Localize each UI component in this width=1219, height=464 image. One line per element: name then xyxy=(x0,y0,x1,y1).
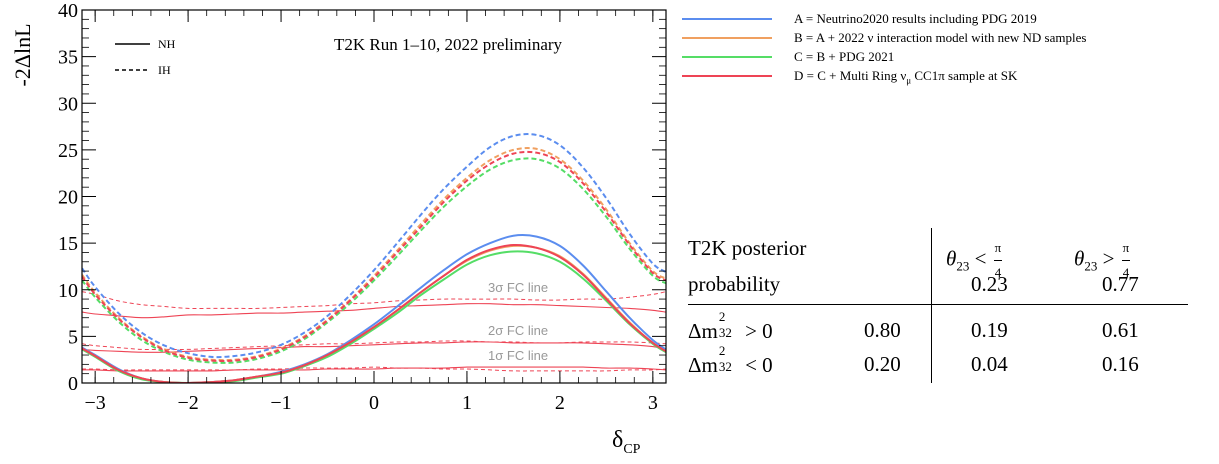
legend-label-c: C = B + PDG 2021 xyxy=(794,49,895,64)
col2-total: 0.77 xyxy=(1102,272,1139,296)
row2-dm: Δm xyxy=(688,353,718,377)
row1-col2: 0.61 xyxy=(1102,318,1139,342)
series-line-1-nh xyxy=(82,234,666,383)
legend-swatch-b xyxy=(682,37,772,39)
fc-line-nh xyxy=(82,366,666,372)
row2-op: < 0 xyxy=(739,353,773,377)
y-tick-label: 15 xyxy=(58,233,78,255)
x-axis-label: δCP xyxy=(612,427,641,457)
table-header-rule xyxy=(688,304,1188,305)
y-tick-label: 35 xyxy=(58,47,78,69)
col1-op: < xyxy=(969,246,992,271)
col1-frac-num: π xyxy=(993,236,1003,261)
col1-theta-sub: 23 xyxy=(956,258,970,274)
row1-dm: Δm xyxy=(688,319,718,343)
legend-entry-a: A = Neutrino2020 results including PDG 2… xyxy=(676,10,1216,29)
x-tick-label: 1 xyxy=(462,392,472,414)
series-line-4-nh xyxy=(82,243,666,383)
row2-total: 0.20 xyxy=(864,352,901,376)
legend-swatch-c xyxy=(682,56,772,58)
row2-col2: 0.16 xyxy=(1102,352,1139,376)
row2-indices: 2 32 xyxy=(718,344,740,374)
legend-swatch-a xyxy=(682,18,772,20)
y-tick-label: 5 xyxy=(68,326,78,348)
x-axis-label-sub: CP xyxy=(623,442,640,457)
series-line-5-ih xyxy=(82,133,666,359)
fc-line-nh xyxy=(82,303,666,319)
row1-label: Δm 2 32 > 0 xyxy=(688,310,773,344)
series-line-2-nh xyxy=(82,244,666,383)
col2-op: > xyxy=(1097,246,1120,271)
row2-sub: 32 xyxy=(718,359,732,374)
col2-theta: θ xyxy=(1074,246,1085,271)
x-tick-label: 3 xyxy=(648,392,658,414)
x-tick-label: −3 xyxy=(85,392,106,414)
legend-label-d-main: D = C + Multi Ring ν xyxy=(794,68,907,83)
fc-line-ih xyxy=(82,291,666,310)
fc-line-label: 1σ FC line xyxy=(488,348,548,363)
legend-label-d-rest: CC1π sample at SK xyxy=(911,68,1018,83)
legend-entry-c: C = B + PDG 2021 xyxy=(676,48,1216,67)
col1-total: 0.23 xyxy=(971,272,1008,296)
y-tick-label: 20 xyxy=(58,187,78,209)
legend-label-d: D = C + Multi Ring νμ CC1π sample at SK xyxy=(794,67,1017,90)
x-tick-label: 2 xyxy=(555,392,565,414)
y-tick-label: 25 xyxy=(58,140,78,162)
fc-line-1: 3σ FC line xyxy=(82,280,666,319)
legend-label-b: B = A + 2022 ν interaction model with ne… xyxy=(794,30,1087,45)
fc-line-label: 3σ FC line xyxy=(488,280,548,295)
legend-label-a: A = Neutrino2020 results including PDG 2… xyxy=(794,11,1037,26)
y-tick-label: 0 xyxy=(68,373,78,395)
series-line-6-ih xyxy=(82,147,666,362)
x-axis-label-main: δ xyxy=(612,427,623,453)
legend-label-d-sub: μ xyxy=(906,75,912,86)
legend-entry-b: B = A + 2022 ν interaction model with ne… xyxy=(676,29,1216,48)
fc-line-nh xyxy=(82,341,666,353)
ih-style-label: IH xyxy=(158,63,171,77)
x-tick-label: −2 xyxy=(177,392,198,414)
series-line-8-ih xyxy=(82,150,666,363)
col2-frac-num: π xyxy=(1121,236,1131,261)
row1-sub: 32 xyxy=(718,325,732,340)
fc-line-label: 2σ FC line xyxy=(488,323,548,338)
row1-sup: 2 xyxy=(718,309,726,324)
x-tick-label: −1 xyxy=(270,392,291,414)
row2-col1: 0.04 xyxy=(971,352,1008,376)
legend-entry-d: D = C + Multi Ring νμ CC1π sample at SK xyxy=(676,67,1216,86)
nh-style-label: NH xyxy=(158,37,176,51)
series-legend: A = Neutrino2020 results including PDG 2… xyxy=(676,10,1216,86)
table-header-line1: T2K posterior xyxy=(688,236,807,260)
y-axis-label: -2ΔlnL xyxy=(10,23,35,86)
y-tick-label: 40 xyxy=(58,0,78,22)
chart-title: T2K Run 1–10, 2022 preliminary xyxy=(334,35,563,54)
row1-indices: 2 32 xyxy=(718,310,740,340)
row1-col1: 0.19 xyxy=(971,318,1008,342)
col1-frac-den: 4 xyxy=(994,265,1002,280)
col2-theta-sub: 23 xyxy=(1084,258,1098,274)
row1-op: > 0 xyxy=(739,319,773,343)
x-tick-label: 0 xyxy=(369,392,379,414)
style-legend: NH IH xyxy=(115,37,176,77)
col2-frac-den: 4 xyxy=(1122,265,1130,280)
col1-theta: θ xyxy=(946,246,957,271)
y-tick-label: 10 xyxy=(58,280,78,302)
fc-line-3: 1σ FC line xyxy=(82,348,666,372)
likelihood-plot: 3σ FC line 2σ FC line 1σ FC line −3 −2 −1 0 1 2… xyxy=(10,0,667,457)
row1-total: 0.80 xyxy=(864,318,901,342)
y-tick-label: 30 xyxy=(58,93,78,115)
series-line-7-ih xyxy=(82,157,666,364)
table-header-line2: probability xyxy=(688,272,781,296)
row2-sup: 2 xyxy=(718,343,726,358)
table-column-rule xyxy=(931,228,932,383)
row2-label: Δm 2 32 < 0 xyxy=(688,344,773,378)
legend-swatch-d xyxy=(682,75,772,77)
